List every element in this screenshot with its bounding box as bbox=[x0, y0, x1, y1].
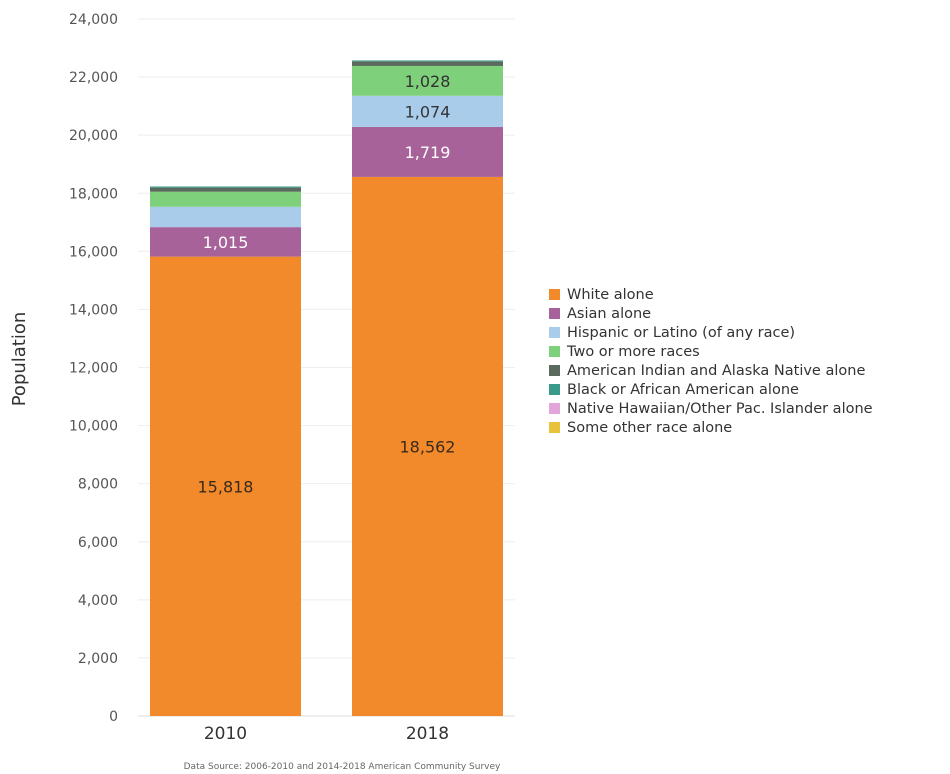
y-tick-label: 10,000 bbox=[69, 419, 118, 435]
legend-entry: American Indian and Alaska Native alone bbox=[567, 363, 865, 379]
y-axis-ticks: 0 2,000 4,000 6,000 8,000 10,000 12,000 14,000 1… bbox=[69, 12, 118, 725]
legend-swatch bbox=[549, 346, 560, 357]
x-axis-categories: 2010 2018 bbox=[204, 724, 449, 744]
legend-entry: Black or African American alone bbox=[567, 382, 799, 398]
y-tick-label: 24,000 bbox=[69, 12, 118, 28]
bar-segment bbox=[150, 256, 301, 716]
y-tick-label: 6,000 bbox=[78, 535, 118, 551]
y-axis-label: Population bbox=[9, 312, 30, 407]
data-label: 1,074 bbox=[405, 102, 451, 121]
bar-segment bbox=[352, 60, 503, 62]
bar-segment bbox=[352, 95, 503, 128]
y-tick-label: 2,000 bbox=[78, 651, 118, 667]
legend-swatch bbox=[549, 365, 560, 376]
y-tick-label: 22,000 bbox=[69, 70, 118, 86]
legend-entry: White alone bbox=[567, 287, 654, 303]
y-tick-label: 14,000 bbox=[69, 302, 118, 318]
bar-segment bbox=[352, 61, 503, 66]
data-labels: 15,818 1,015 18,562 1,719 1,074 1,028 bbox=[198, 72, 456, 496]
data-label: 1,719 bbox=[405, 143, 451, 162]
data-label: 18,562 bbox=[400, 437, 456, 456]
bar-segment bbox=[352, 65, 503, 96]
bar-segment bbox=[150, 187, 301, 192]
x-category-label: 2010 bbox=[204, 724, 247, 744]
legend-swatch bbox=[549, 308, 560, 319]
bars bbox=[150, 60, 503, 716]
bar-segment bbox=[150, 191, 301, 207]
bar-segment bbox=[352, 176, 503, 716]
y-tick-label: 12,000 bbox=[69, 361, 118, 377]
y-tick-label: 18,000 bbox=[69, 186, 118, 202]
legend-entry: Native Hawaiian/Other Pac. Islander alon… bbox=[567, 401, 873, 417]
legend-swatch bbox=[549, 289, 560, 300]
y-tick-label: 0 bbox=[109, 709, 118, 725]
legend-entry: Two or more races bbox=[566, 344, 700, 360]
bar-segment bbox=[150, 186, 301, 188]
legend-entry: Some other race alone bbox=[567, 420, 732, 436]
legend-entry: Hispanic or Latino (of any race) bbox=[567, 325, 795, 341]
legend: White alone Asian alone Hispanic or Latino… bbox=[549, 287, 873, 436]
legend-entry: Asian alone bbox=[567, 306, 651, 322]
data-label: 15,818 bbox=[198, 477, 254, 496]
y-tick-label: 4,000 bbox=[78, 593, 118, 609]
y-tick-label: 16,000 bbox=[69, 244, 118, 260]
legend-swatch bbox=[549, 422, 560, 433]
legend-swatch bbox=[549, 384, 560, 395]
data-source-note: Data Source: 2006-2010 and 2014-2018 Ame… bbox=[184, 762, 501, 772]
bar-segment bbox=[150, 227, 301, 257]
data-label: 1,028 bbox=[405, 72, 451, 91]
legend-swatch bbox=[549, 403, 560, 414]
bar-segment bbox=[352, 127, 503, 177]
legend-swatch bbox=[549, 327, 560, 338]
y-tick-label: 20,000 bbox=[69, 128, 118, 144]
bar-segment bbox=[150, 206, 301, 228]
y-tick-label: 8,000 bbox=[78, 477, 118, 493]
data-label: 1,015 bbox=[203, 233, 249, 252]
x-category-label: 2018 bbox=[406, 724, 449, 744]
